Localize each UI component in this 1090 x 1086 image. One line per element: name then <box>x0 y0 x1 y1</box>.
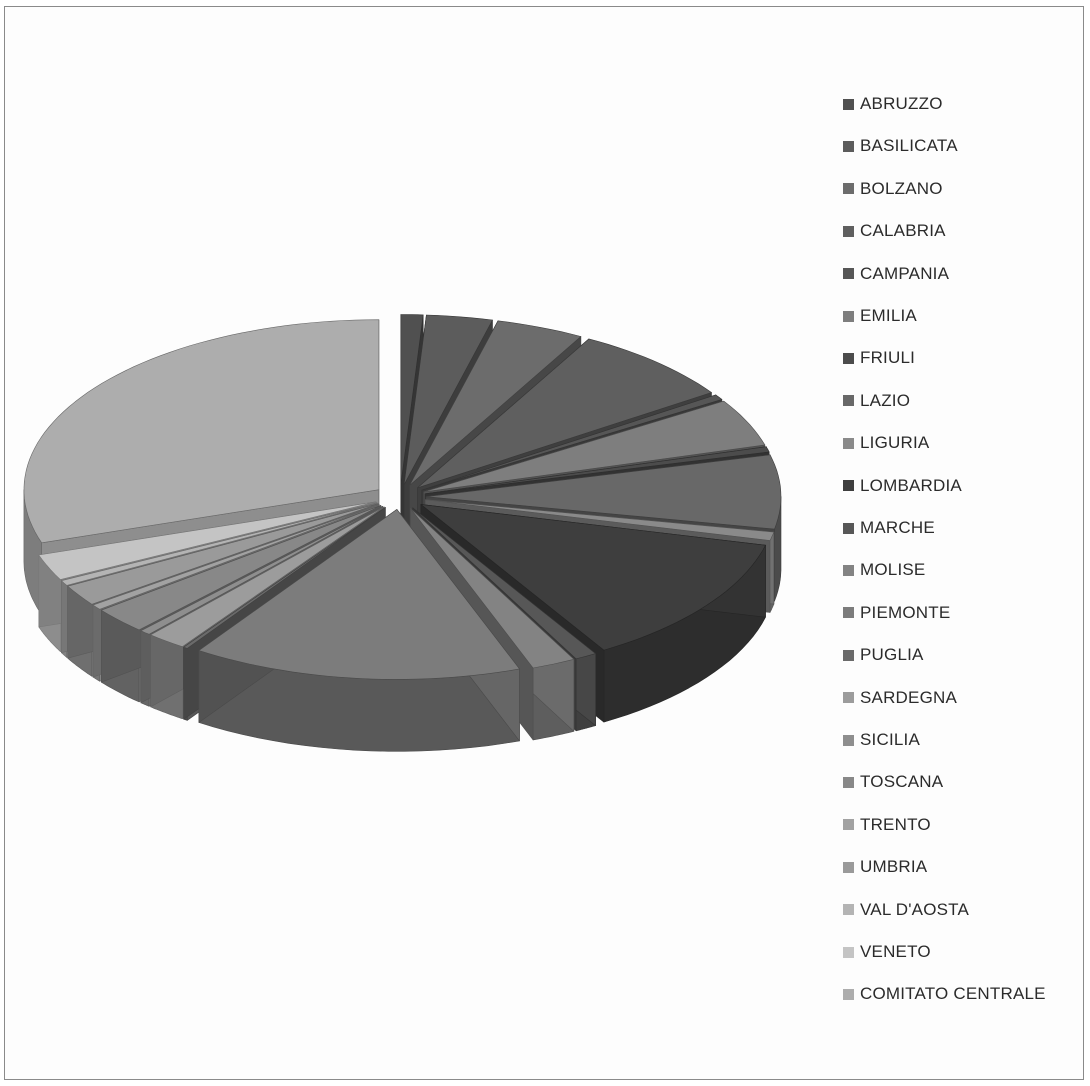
slice-top <box>425 499 775 541</box>
legend-swatch <box>843 480 854 492</box>
legend-swatch <box>843 861 854 873</box>
slice-top <box>198 509 520 680</box>
legend-item-liguria: LIGURIA <box>843 430 929 456</box>
legend-label: MARCHE <box>860 518 935 537</box>
slice-top <box>101 505 382 631</box>
legend-label: PIEMONTE <box>860 602 951 622</box>
legend-item-bolzano: BOLZANO <box>843 176 943 202</box>
legend-item-friuli: FRIULI <box>843 345 915 371</box>
legend-swatch <box>843 607 854 619</box>
legend-item-molise: MOLISE <box>843 557 925 583</box>
legend-swatch <box>843 437 854 449</box>
legend-label: LAZIO <box>860 390 911 410</box>
slice-top <box>183 507 386 649</box>
legend-label: VENETO <box>860 942 931 961</box>
legend-label: UMBRIA <box>860 857 928 877</box>
legend-label: VAL D'AOSTA <box>860 899 970 919</box>
legend-label: CAMPANIA <box>860 263 950 283</box>
legend-item-abruzzo: ABRUZZO <box>843 91 943 117</box>
legend-item-sardegna: SARDEGNA <box>843 685 957 711</box>
legend-item-lazio: LAZIO <box>843 388 910 414</box>
legend-item-val-d-aosta: VAL D'AOSTA <box>843 897 969 923</box>
legend-label: LIGURIA <box>860 433 930 453</box>
legend-swatch <box>843 692 854 704</box>
legend-swatch <box>843 988 854 1000</box>
legend-swatch <box>843 98 854 110</box>
slice-top <box>150 506 385 647</box>
legend-swatch <box>843 649 854 661</box>
legend-item-piemonte: PIEMONTE <box>843 600 950 626</box>
legend-item-lombardia: LOMBARDIA <box>843 473 962 499</box>
chart-area: ABRUZZO BASILICATA BOLZANO CALABRIA CAMPANIA… <box>4 6 1084 1080</box>
legend-item-umbria: UMBRIA <box>843 854 927 880</box>
legend-item-basilicata: BASILICATA <box>843 133 958 159</box>
legend-item-campania: CAMPANIA <box>843 261 949 287</box>
legend-label: LOMBARDIA <box>860 475 962 495</box>
legend-label: TOSCANA <box>860 772 944 792</box>
legend-swatch <box>843 734 854 746</box>
legend-swatch <box>843 140 854 152</box>
pie-chart <box>23 314 782 752</box>
slice-top <box>140 505 383 635</box>
legend-swatch <box>843 776 854 788</box>
legend-swatch <box>843 395 854 407</box>
slice-top <box>38 501 377 580</box>
legend-swatch <box>843 183 854 195</box>
slice-top <box>423 400 766 493</box>
slice-top <box>425 454 782 530</box>
legend-label: BASILICATA <box>860 136 958 156</box>
legend-label: COMITATO CENTRALE <box>860 984 1046 1004</box>
legend-label: FRIULI <box>860 348 916 368</box>
legend-swatch <box>843 522 854 534</box>
slice-top <box>424 446 770 495</box>
legend-label: BOLZANO <box>860 178 943 198</box>
slice-top <box>409 320 582 486</box>
slice-top <box>412 507 596 660</box>
legend-item-comitato-centrale: COMITATO CENTRALE <box>843 981 1046 1007</box>
legend-swatch <box>843 819 854 831</box>
legend-label: EMILIA <box>860 306 917 325</box>
legend-label: TRENTO <box>860 814 931 834</box>
legend-label: CALABRIA <box>860 221 946 241</box>
slice-top <box>421 394 723 491</box>
slice-top <box>420 504 766 651</box>
legend-label: SARDEGNA <box>860 687 958 707</box>
legend-item-veneto: VENETO <box>843 939 931 965</box>
legend-item-sicilia: SICILIA <box>843 727 920 753</box>
slice-top <box>403 314 493 485</box>
legend-item-trento: TRENTO <box>843 812 931 838</box>
slice-top <box>417 338 712 489</box>
slice-top <box>92 504 380 610</box>
legend-swatch <box>843 352 854 364</box>
slice-top <box>400 314 424 485</box>
legend-item-emilia: EMILIA <box>843 303 917 329</box>
legend-swatch <box>843 904 854 916</box>
legend-swatch <box>843 564 854 576</box>
legend-label: ABRUZZO <box>860 94 943 113</box>
pie-slice-piemonte <box>198 509 520 752</box>
legend-swatch <box>843 225 854 237</box>
legend-label: SICILIA <box>860 730 920 749</box>
legend-swatch <box>843 310 854 322</box>
legend-label: PUGLIA <box>860 645 924 665</box>
legend-item-marche: MARCHE <box>843 515 935 541</box>
legend-swatch <box>843 946 854 958</box>
slice-top <box>67 503 379 605</box>
legend-label: MOLISE <box>860 560 926 580</box>
slice-top <box>23 319 380 544</box>
slice-top <box>410 508 575 669</box>
legend-item-puglia: PUGLIA <box>843 642 924 668</box>
slice-top <box>61 502 378 586</box>
legend-swatch <box>843 268 854 280</box>
legend-item-toscana: TOSCANA <box>843 769 943 795</box>
legend-item-calabria: CALABRIA <box>843 218 946 244</box>
